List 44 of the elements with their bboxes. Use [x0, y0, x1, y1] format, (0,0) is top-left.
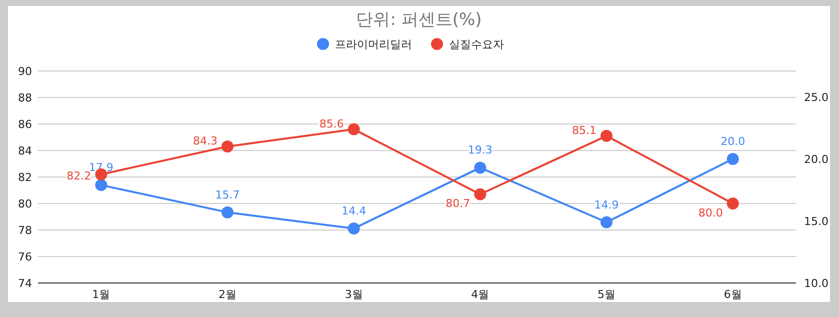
point: [600, 130, 612, 142]
point: [474, 162, 486, 174]
x-tick-label: 6월: [724, 288, 742, 301]
point: [726, 153, 739, 166]
y-tick-label: 78: [18, 224, 32, 237]
data-label: 84.3: [193, 134, 218, 148]
point: [222, 140, 234, 153]
data-label: 80.0: [698, 206, 723, 220]
point: [348, 222, 360, 234]
point: [600, 216, 612, 228]
y-tick-label: 86: [18, 118, 32, 131]
data-label: 20.0: [720, 135, 746, 148]
y-tick-label: 84: [18, 144, 32, 158]
y-tick-label: 74: [18, 277, 32, 290]
y2-tick-label: 10.0: [804, 277, 828, 290]
y-tick-label: 76: [18, 250, 32, 264]
point: [726, 198, 739, 210]
data-label: 85.6: [319, 117, 344, 130]
x-tick-label: 2월: [218, 288, 236, 301]
y-tick-label: 80: [18, 198, 32, 210]
data-label: 15.7: [215, 188, 240, 202]
y2-tick-label: 15.0: [804, 215, 828, 228]
x-tick-label: 5월: [598, 288, 616, 301]
y-tick-label: 82: [18, 171, 32, 184]
point: [222, 206, 234, 218]
x-tick-label: 3월: [344, 288, 363, 301]
legend-label: 프라이머리딜러: [335, 38, 412, 51]
legend-label: 실질수요자: [449, 38, 504, 51]
data-label: 14.4: [342, 204, 366, 218]
x-tick-label: 1월: [92, 288, 110, 301]
y2-tick-label: 25.0: [804, 91, 828, 104]
point: [348, 123, 360, 136]
data-label: 85.1: [572, 124, 596, 137]
chart-title: 단위: 퍼센트(%): [356, 10, 482, 30]
x-tick-label: 4월: [471, 288, 490, 301]
y-tick-label: 88: [18, 92, 32, 104]
data-label: 80.7: [446, 197, 470, 210]
data-label: 14.9: [594, 198, 619, 212]
data-label: 82.2: [66, 169, 92, 182]
y-tick-label: 90: [18, 65, 32, 78]
point: [474, 188, 486, 200]
y2-tick-label: 20.0: [804, 153, 828, 166]
point: [95, 179, 108, 192]
data-label: 19.3: [468, 144, 492, 157]
